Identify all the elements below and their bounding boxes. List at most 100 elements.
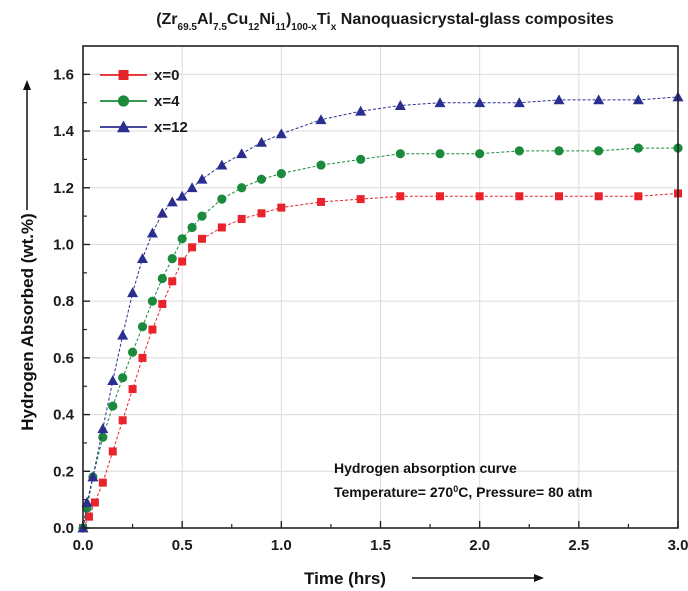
data-point	[128, 385, 137, 394]
text-segment: 0	[453, 484, 458, 494]
data-point	[147, 296, 158, 306]
data-point	[127, 347, 138, 357]
legend: x=0 x=4 x=12	[100, 67, 188, 136]
y-tick-label: 0.0	[53, 520, 74, 537]
y-tick-label: 1.6	[53, 66, 74, 83]
data-point	[355, 105, 367, 116]
text-segment: 100-x	[291, 22, 317, 33]
y-tick-label: 1.2	[53, 180, 74, 197]
data-point	[315, 114, 327, 125]
plot-series	[77, 91, 684, 533]
plot-grid	[83, 46, 678, 528]
data-point	[514, 146, 524, 156]
x-tick-label: 1.5	[370, 537, 391, 554]
x-axis-label: Time (hrs)	[304, 569, 386, 588]
text-segment: 7.5	[213, 22, 227, 33]
data-point	[117, 329, 129, 340]
x-tick-label: 3.0	[668, 537, 688, 554]
data-point	[594, 146, 604, 156]
data-point	[513, 97, 525, 108]
data-point	[216, 159, 228, 170]
text-segment: (Zr	[156, 11, 177, 28]
legend-marker	[117, 95, 130, 107]
y-tick-label: 0.8	[53, 293, 74, 310]
x-tick-label: 2.5	[568, 537, 589, 554]
data-point	[148, 325, 157, 334]
data-point	[138, 353, 147, 362]
data-point	[316, 160, 326, 170]
data-point	[156, 207, 168, 218]
data-point	[166, 196, 178, 207]
legend-label: x=12	[154, 119, 188, 136]
axis-labels: Time (hrs) Hydrogen Absorbed (wt.%)	[18, 80, 544, 588]
data-point	[435, 149, 445, 159]
y-tick-label: 1.4	[53, 123, 75, 140]
data-point	[176, 190, 188, 201]
text-segment: 11	[275, 22, 286, 33]
y-axis-arrowhead	[23, 80, 31, 90]
data-point	[127, 287, 139, 298]
legend-item: x=12	[100, 119, 188, 136]
data-point	[196, 173, 208, 184]
axis-ticks: 0.0 0.5 1.0 1.5 2.0 2.5 3.0 0.0 0.2 0.4 0.6 0.8 1.0 1…	[53, 66, 688, 554]
data-point	[356, 195, 365, 204]
data-point	[98, 478, 107, 487]
text-segment: )	[286, 11, 291, 28]
data-point	[394, 100, 406, 110]
series-x=0	[79, 189, 682, 532]
data-point	[237, 183, 247, 193]
data-point	[256, 174, 267, 184]
data-point	[434, 97, 446, 108]
data-point	[475, 192, 484, 201]
data-point	[87, 471, 99, 482]
data-point	[177, 234, 187, 244]
data-point	[217, 223, 226, 232]
x-tick-label: 0.5	[172, 537, 193, 554]
data-point	[515, 192, 524, 201]
legend-item: x=0	[100, 67, 179, 84]
data-point	[277, 203, 286, 212]
text-segment: Temperature= 270	[334, 484, 453, 500]
x-tick-label: 0.0	[73, 537, 94, 554]
data-point	[395, 149, 405, 159]
data-point	[436, 192, 444, 201]
series-line	[82, 147, 678, 529]
data-point	[158, 300, 167, 309]
text-segment: Ni	[259, 11, 275, 28]
data-point	[168, 277, 177, 286]
data-point	[475, 149, 485, 159]
data-point	[197, 211, 207, 221]
data-point	[217, 194, 227, 204]
text-segment: Cu	[227, 11, 248, 28]
text-segment: Al	[197, 11, 213, 28]
annotation-box: Hydrogen absorption curve Temperature= 27…	[334, 460, 592, 500]
data-point	[276, 168, 286, 179]
text-segment: 69.5	[178, 22, 198, 33]
y-tick-label: 0.2	[53, 463, 74, 480]
chart-title: (Zr69.5Al7.5Cu12Ni11)100-xTix Nanoquasic…	[156, 11, 614, 33]
data-point	[137, 253, 148, 264]
data-point	[97, 423, 109, 434]
text-segment: Ti	[317, 11, 331, 28]
data-point	[474, 97, 486, 108]
data-point	[108, 447, 117, 456]
y-axis-label: Hydrogen Absorbed (wt.%)	[18, 213, 37, 431]
data-point	[593, 94, 605, 105]
data-point	[257, 209, 266, 218]
text-segment: Nanoquasicrystal-glass composites	[336, 11, 614, 28]
data-point	[90, 498, 99, 507]
data-point	[187, 222, 197, 233]
y-tick-label: 1.0	[53, 236, 74, 253]
data-point	[356, 154, 366, 165]
data-point	[167, 254, 177, 264]
annotation-conditions: Temperature= 2700C, Pressure= 80 atm	[334, 484, 592, 500]
data-point	[396, 192, 405, 201]
x-tick-label: 1.0	[271, 537, 292, 554]
data-point	[118, 416, 127, 425]
data-point	[107, 375, 119, 385]
data-point	[98, 432, 108, 442]
x-axis-arrowhead	[534, 574, 544, 582]
data-point	[555, 192, 563, 201]
data-point	[275, 128, 287, 139]
